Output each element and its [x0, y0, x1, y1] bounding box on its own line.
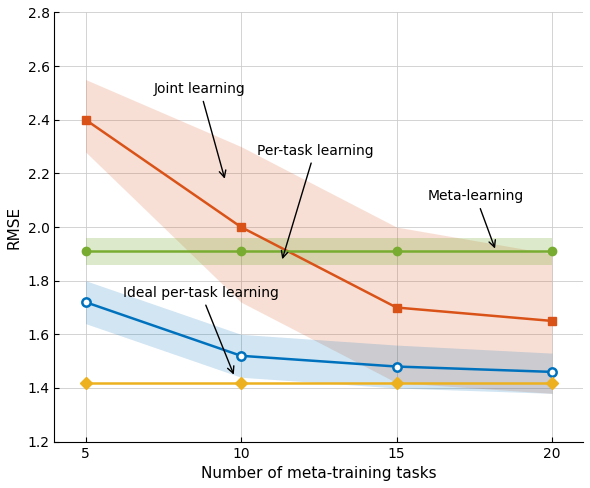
Text: Joint learning: Joint learning: [154, 82, 245, 177]
Text: Per-task learning: Per-task learning: [257, 143, 373, 258]
X-axis label: Number of meta-training tasks: Number of meta-training tasks: [201, 466, 437, 481]
Y-axis label: RMSE: RMSE: [7, 205, 22, 248]
Text: Ideal per-task learning: Ideal per-task learning: [123, 286, 278, 373]
Text: Meta-learning: Meta-learning: [428, 189, 524, 247]
